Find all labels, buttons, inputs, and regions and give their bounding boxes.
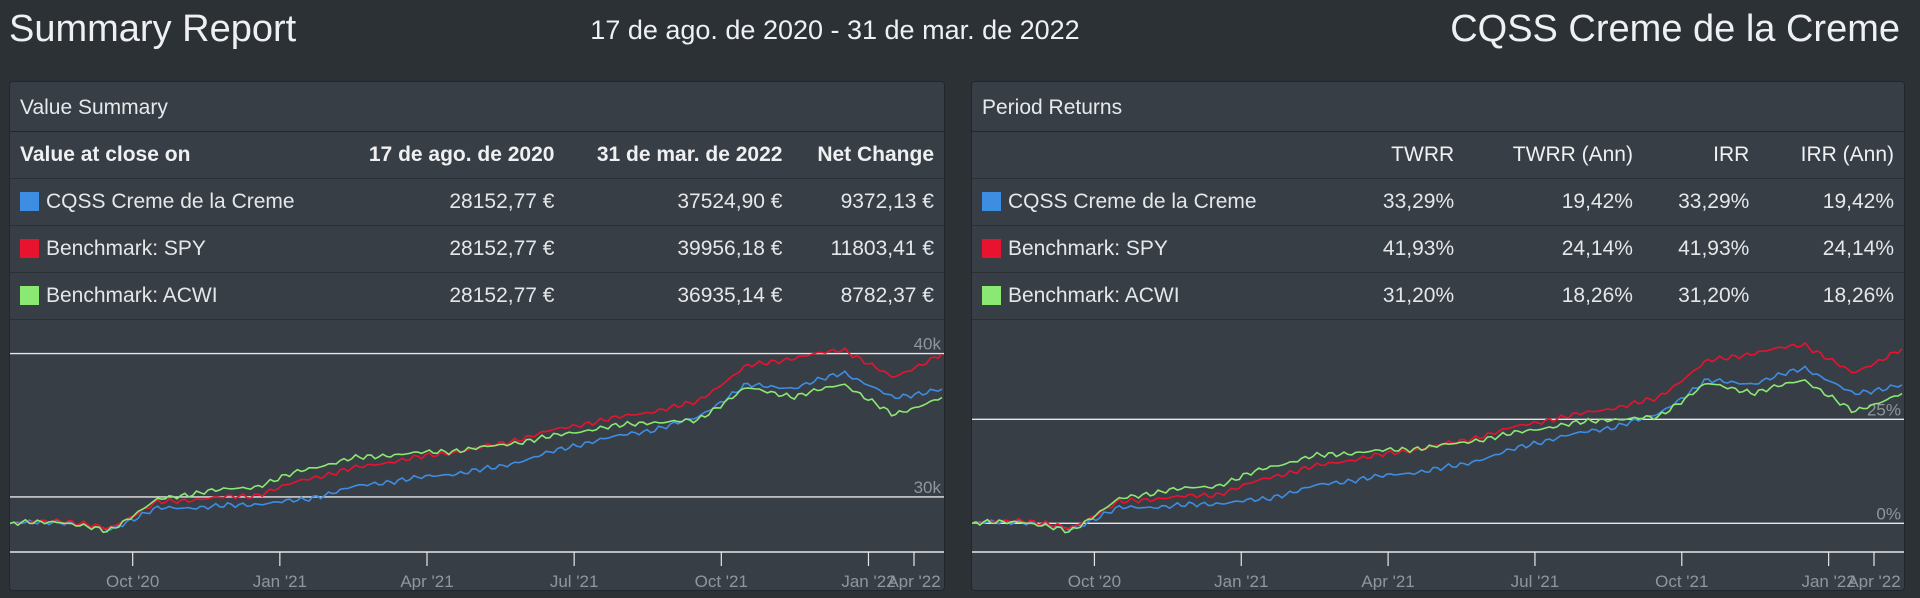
returns-chart[interactable]: 0% 25% Oct '20 Jan '21 Apr '21 Jul '21 Oct '21… (972, 322, 1904, 590)
series-name: CQSS Creme de la Creme (1008, 190, 1257, 213)
period-returns-table: TWRR TWRR (Ann) IRR IRR (Ann) CQSS Creme… (972, 132, 1904, 320)
x-tick-label: Oct '20 (1068, 572, 1121, 590)
x-tick-label: Jan '22 (841, 572, 895, 590)
y-tick-label: 40k (914, 335, 942, 354)
column-header (972, 132, 1348, 179)
y-tick-label: 25% (1867, 400, 1901, 419)
column-header: 31 de mar. de 2022 (564, 132, 793, 179)
x-tick-label: Apr '22 (1847, 572, 1900, 590)
acwi-line (972, 379, 1903, 534)
twrr-ann-value: 18,26% (1464, 272, 1643, 320)
report-header: Summary Report 17 de ago. de 2020 - 31 d… (0, 0, 1920, 62)
table-header-row: Value at close on 17 de ago. de 2020 31 … (10, 132, 944, 179)
column-header: IRR (Ann) (1759, 132, 1904, 179)
value-chart[interactable]: 30k 40k Oct '20 Jan '21 Apr '21 Jul '21 Oct '2… (10, 322, 944, 590)
x-tick-label: Apr '21 (400, 572, 453, 590)
twrr-ann-value: 19,42% (1464, 178, 1643, 226)
net-change: 11803,41 € (792, 225, 944, 273)
returns-chart-svg[interactable]: 0% 25% Oct '20 Jan '21 Apr '21 Jul '21 Oct '21… (972, 322, 1904, 590)
twrr-value: 41,93% (1347, 225, 1465, 273)
end-value: 36935,14 € (564, 272, 793, 320)
x-tick-label: Apr '22 (887, 572, 940, 590)
table-row: CQSS Creme de la Creme 28152,77 € 37524,… (10, 178, 944, 226)
x-tick-label: Jan '21 (1214, 572, 1268, 590)
net-change: 8782,37 € (792, 272, 944, 320)
column-header: TWRR (1347, 132, 1465, 179)
irr-value: 31,20% (1642, 272, 1760, 320)
x-tick-label: Jan '22 (1801, 572, 1855, 590)
y-tick-label: 0% (1876, 504, 1901, 523)
value-summary-panel: Value Summary Value at close on 17 de ag… (9, 81, 945, 591)
y-tick-label: 30k (914, 478, 942, 497)
x-tick-label: Oct '21 (1655, 572, 1708, 590)
row-label: Benchmark: SPY (10, 225, 337, 273)
x-tick-label: Jan '21 (253, 572, 307, 590)
twrr-ann-value: 24,14% (1464, 225, 1643, 273)
irr-ann-value: 24,14% (1759, 225, 1904, 273)
row-label: Benchmark: SPY (972, 225, 1348, 273)
spy-line (10, 346, 943, 530)
twrr-value: 31,20% (1347, 272, 1465, 320)
table-row: Benchmark: ACWI 28152,77 € 36935,14 € 87… (10, 272, 944, 320)
start-value: 28152,77 € (336, 225, 565, 273)
series-name: CQSS Creme de la Creme (46, 190, 295, 213)
series-name: Benchmark: SPY (46, 237, 206, 260)
column-header: 17 de ago. de 2020 (336, 132, 565, 179)
color-swatch (982, 192, 1001, 211)
portfolio-line (972, 365, 1903, 531)
table-row: Benchmark: SPY 28152,77 € 39956,18 € 118… (10, 225, 944, 273)
end-value: 37524,90 € (564, 178, 793, 226)
table-header-row: TWRR TWRR (Ann) IRR IRR (Ann) (972, 132, 1904, 179)
value-chart-svg[interactable]: 30k 40k Oct '20 Jan '21 Apr '21 Jul '21 Oct '2… (10, 322, 944, 590)
color-swatch (982, 239, 1001, 258)
table-row: Benchmark: ACWI 31,20% 18,26% 31,20% 18,… (972, 272, 1904, 320)
panel-title: Period Returns (972, 82, 1904, 132)
x-tick-label: Oct '20 (106, 572, 159, 590)
color-swatch (982, 286, 1001, 305)
start-value: 28152,77 € (336, 178, 565, 226)
irr-value: 33,29% (1642, 178, 1760, 226)
row-label: Benchmark: ACWI (10, 272, 337, 320)
x-tick-label: Apr '21 (1361, 572, 1414, 590)
end-value: 39956,18 € (564, 225, 793, 273)
row-label: CQSS Creme de la Creme (972, 178, 1348, 226)
value-summary-table: Value at close on 17 de ago. de 2020 31 … (10, 132, 944, 320)
irr-ann-value: 18,26% (1759, 272, 1904, 320)
period-returns-panel: Period Returns TWRR TWRR (Ann) IRR IRR (… (971, 81, 1905, 591)
column-header: IRR (1642, 132, 1760, 179)
irr-ann-value: 19,42% (1759, 178, 1904, 226)
acwi-line (10, 383, 943, 534)
net-change: 9372,13 € (792, 178, 944, 226)
color-swatch (20, 192, 39, 211)
series-name: Benchmark: SPY (1008, 237, 1168, 260)
column-header: Net Change (792, 132, 944, 179)
spy-line (972, 341, 1903, 530)
panel-title: Value Summary (10, 82, 944, 132)
series-name: Benchmark: ACWI (1008, 284, 1180, 307)
color-swatch (20, 286, 39, 305)
color-swatch (20, 239, 39, 258)
start-value: 28152,77 € (336, 272, 565, 320)
column-header: TWRR (Ann) (1464, 132, 1643, 179)
table-row: Benchmark: SPY 41,93% 24,14% 41,93% 24,1… (972, 225, 1904, 273)
irr-value: 41,93% (1642, 225, 1760, 273)
series-name: Benchmark: ACWI (46, 284, 218, 307)
twrr-value: 33,29% (1347, 178, 1465, 226)
column-header: Value at close on (10, 132, 337, 179)
x-tick-label: Jul '21 (550, 572, 599, 590)
row-label: Benchmark: ACWI (972, 272, 1348, 320)
page-title: Summary Report (9, 8, 297, 50)
table-row: CQSS Creme de la Creme 33,29% 19,42% 33,… (972, 178, 1904, 226)
portfolio-line (10, 370, 943, 532)
x-tick-label: Oct '21 (695, 572, 748, 590)
date-range: 17 de ago. de 2020 - 31 de mar. de 2022 (590, 15, 1080, 45)
portfolio-name: CQSS Creme de la Creme (1450, 8, 1900, 50)
x-tick-label: Jul '21 (1511, 572, 1560, 590)
row-label: CQSS Creme de la Creme (10, 178, 337, 226)
